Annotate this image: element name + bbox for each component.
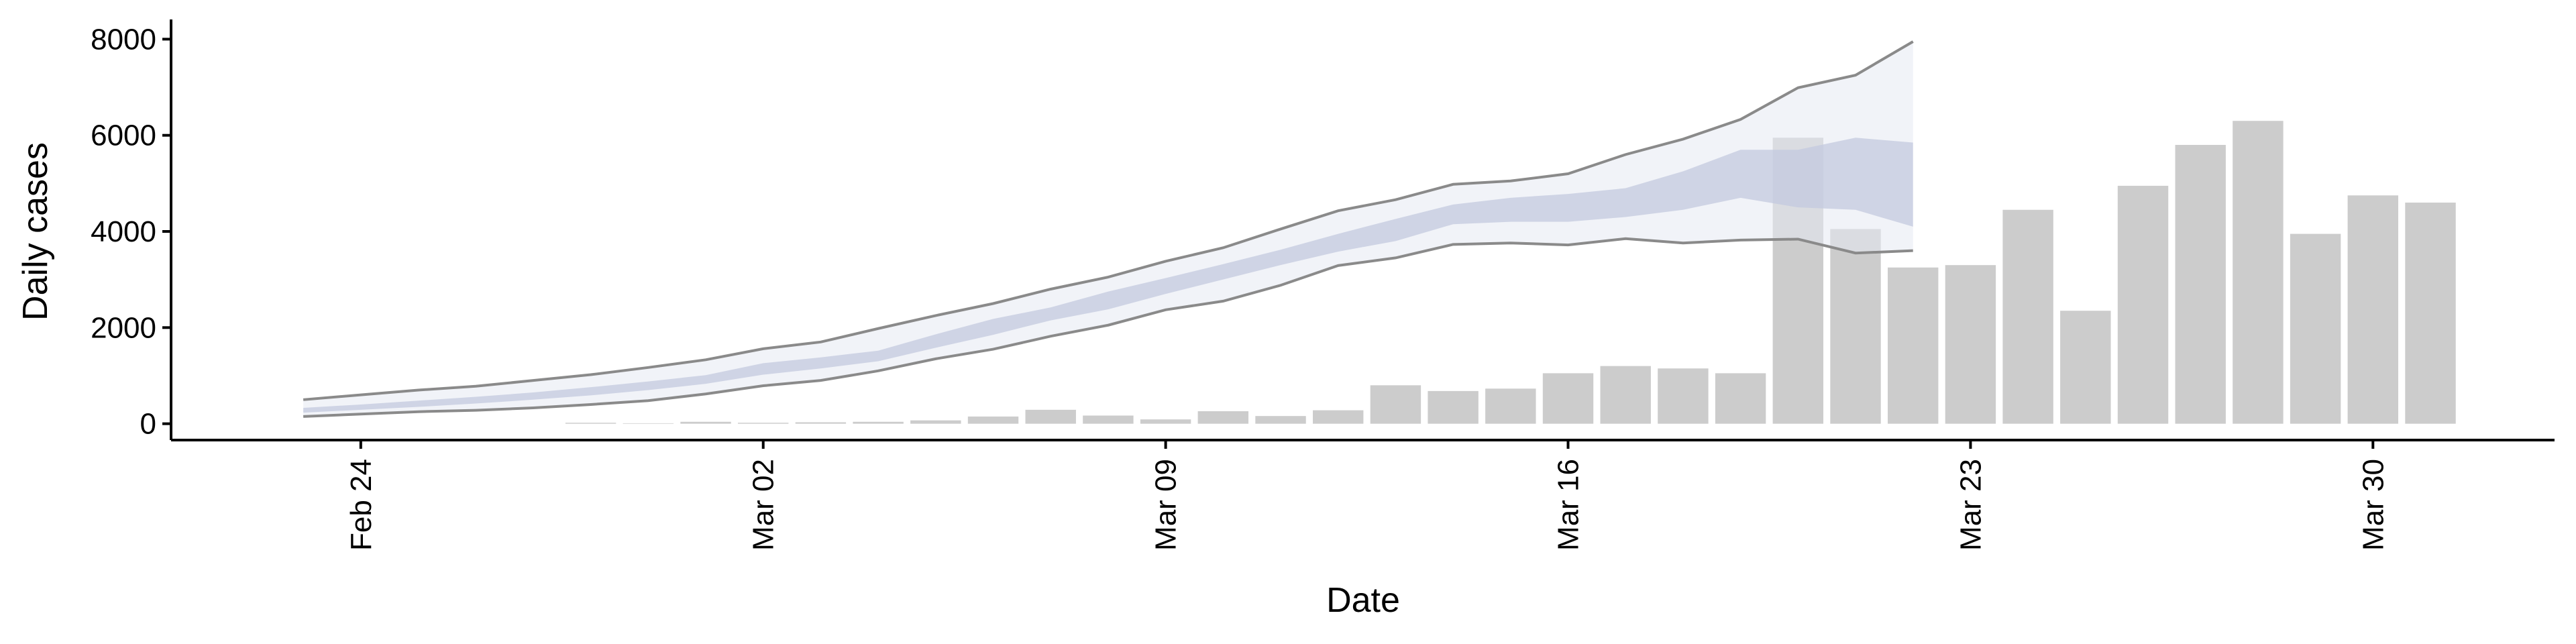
bar — [2233, 121, 2284, 424]
x-axis-title: Date — [1326, 581, 1400, 620]
bar — [2060, 311, 2111, 424]
y-tick-label: 6000 — [91, 119, 156, 152]
bar — [2405, 203, 2456, 424]
bar — [1025, 409, 1076, 424]
y-tick-label: 8000 — [91, 23, 156, 56]
x-tick-label: Mar 23 — [1954, 459, 1987, 551]
y-tick-label: 0 — [140, 408, 156, 441]
y-axis-title: Daily cases — [16, 142, 55, 321]
bar — [1313, 410, 1364, 424]
bar — [967, 416, 1019, 424]
x-tick-label: Mar 02 — [747, 459, 780, 551]
x-tick-label: Mar 09 — [1150, 459, 1183, 551]
y-tick-label: 4000 — [91, 215, 156, 248]
bar — [1140, 419, 1191, 424]
bar — [2002, 209, 2053, 424]
bar — [2117, 185, 2169, 424]
bar — [1830, 229, 1881, 424]
bar — [1485, 388, 1536, 424]
bar — [1428, 390, 1479, 424]
bar — [2347, 195, 2399, 424]
bar — [1542, 373, 1594, 424]
bar — [1888, 267, 1939, 424]
bar — [853, 421, 904, 424]
bar — [910, 420, 961, 424]
bar — [2175, 145, 2226, 424]
bar — [1715, 373, 1766, 424]
bar — [2290, 233, 2341, 424]
ribbon — [303, 138, 1913, 413]
x-tick-label: Mar 30 — [2357, 459, 2390, 551]
bar — [1083, 415, 1134, 424]
bar — [1197, 411, 1249, 424]
bar — [1255, 416, 1306, 424]
bar — [1658, 368, 1709, 424]
interval-line — [303, 237, 1913, 418]
y-tick-label: 2000 — [91, 311, 156, 344]
x-tick-label: Mar 16 — [1552, 459, 1585, 551]
bar — [795, 422, 847, 424]
interval-line — [303, 40, 1914, 401]
bar — [1370, 385, 1421, 424]
bar — [1600, 366, 1651, 424]
x-tick-label: Feb 24 — [345, 459, 378, 551]
ribbon — [303, 41, 1913, 417]
bar — [680, 421, 731, 424]
bar — [623, 423, 674, 424]
bar — [1945, 265, 1996, 424]
